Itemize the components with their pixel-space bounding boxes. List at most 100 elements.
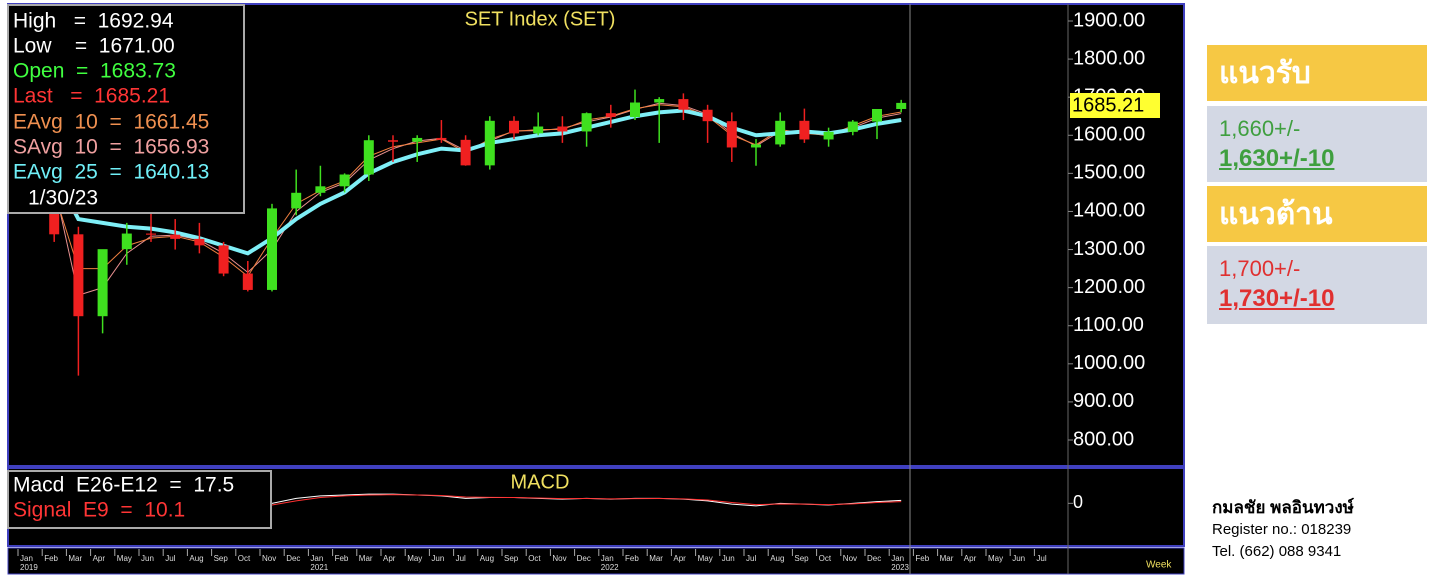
resistance-2: 1,730+/-10 bbox=[1219, 285, 1335, 312]
last-price-label: 1685.21 bbox=[1072, 94, 1144, 116]
candle-body bbox=[242, 273, 253, 290]
y-tick-label: 1600.00 bbox=[1073, 124, 1145, 146]
macd-title: MACD bbox=[511, 471, 570, 493]
x-tick-label: Jul bbox=[165, 554, 175, 563]
x-tick-label: Jul bbox=[746, 554, 756, 563]
x-tick-label: Jul bbox=[1036, 554, 1046, 563]
candle-body bbox=[291, 192, 302, 209]
author: กมลชัย พลอินทวงษ์ bbox=[1212, 498, 1354, 517]
info-eavg25: EAvg 25 = 1640.13 bbox=[13, 161, 209, 184]
last-price-tag bbox=[1070, 93, 1160, 118]
y-tick-label: 1800.00 bbox=[1073, 47, 1145, 69]
x-tick-label: Jan bbox=[310, 554, 323, 563]
candle-body bbox=[533, 126, 544, 134]
info-eavg10: EAvg 10 = 1661.45 bbox=[13, 111, 209, 134]
x-tick-label: Sep bbox=[214, 554, 229, 563]
support-2: 1,630+/-10 bbox=[1219, 145, 1335, 172]
candle-body bbox=[630, 102, 640, 117]
support-title: แนวรับ bbox=[1207, 45, 1427, 101]
register: Register no.: 018239 bbox=[1212, 521, 1352, 538]
macd-info-box bbox=[7, 470, 272, 529]
x-tick-label: Feb bbox=[335, 554, 349, 563]
x-tick-label: May bbox=[117, 554, 132, 563]
candle-body bbox=[775, 120, 786, 145]
candle-body bbox=[194, 238, 205, 246]
author-block: กมลชัย พลอินทวงษ์ Register no.: 018239 T… bbox=[1212, 497, 1354, 563]
candle-body bbox=[73, 234, 84, 317]
x-tick-label: Sep bbox=[504, 554, 519, 563]
candle-body bbox=[799, 120, 810, 140]
tel: Tel. (662) 088 9341 bbox=[1212, 543, 1342, 560]
info-date: 1/30/23 bbox=[28, 187, 98, 210]
y-tick-label: 1300.00 bbox=[1073, 238, 1145, 260]
info-open: Open = 1683.73 bbox=[13, 60, 176, 83]
macd-label: Macd E26-E12 = 17.5 bbox=[13, 474, 234, 497]
x-tick-label: Dec bbox=[286, 554, 300, 563]
y-tick-label: 1500.00 bbox=[1073, 162, 1145, 184]
year-label: 2023 bbox=[891, 563, 909, 572]
candle-body bbox=[823, 131, 834, 140]
x-tick-label: Feb bbox=[625, 554, 639, 563]
x-tick-label: Jun bbox=[1012, 554, 1025, 563]
x-tick-label: May bbox=[407, 554, 422, 563]
candle-body bbox=[121, 233, 132, 250]
x-tick-label: Aug bbox=[770, 554, 784, 563]
signal-label: Signal E9 = 10.1 bbox=[13, 499, 185, 522]
x-tick-label: Mar bbox=[940, 554, 954, 563]
x-tick-label: Mar bbox=[649, 554, 663, 563]
x-tick-label: Mar bbox=[68, 554, 82, 563]
x-tick-label: Apr bbox=[964, 554, 977, 563]
x-tick-label: Nov bbox=[843, 554, 857, 563]
x-tick-label: Jul bbox=[456, 554, 466, 563]
candle-body bbox=[872, 108, 882, 122]
year-label: 2021 bbox=[310, 563, 328, 572]
x-tick-label: Aug bbox=[189, 554, 203, 563]
support-1: 1,660+/- bbox=[1219, 116, 1301, 141]
candle-body bbox=[388, 140, 398, 142]
candle-body bbox=[484, 120, 495, 166]
resistance-1: 1,700+/- bbox=[1219, 256, 1301, 281]
candle-body bbox=[170, 234, 181, 239]
resistance-box: 1,700+/- 1,730+/-10 bbox=[1207, 246, 1427, 324]
y-tick-label: 1400.00 bbox=[1073, 200, 1145, 222]
candle-body bbox=[146, 233, 156, 235]
candle-body bbox=[412, 137, 423, 142]
x-tick-label: Mar bbox=[359, 554, 373, 563]
candle-body bbox=[363, 140, 374, 175]
y-tick-label: 900.00 bbox=[1073, 390, 1134, 412]
x-tick-label: Dec bbox=[577, 554, 591, 563]
candle-body bbox=[557, 126, 568, 132]
candle-body bbox=[436, 137, 447, 140]
info-last: Last = 1685.21 bbox=[13, 85, 170, 108]
x-tick-label: Jun bbox=[141, 554, 154, 563]
x-tick-label: Feb bbox=[915, 554, 929, 563]
candle-body bbox=[509, 120, 519, 134]
y-tick-label: 1100.00 bbox=[1073, 314, 1144, 336]
y-tick-label: 1200.00 bbox=[1073, 276, 1145, 298]
x-tick-label: Apr bbox=[383, 554, 396, 563]
y-tick-label: 800.00 bbox=[1073, 428, 1134, 450]
side-panel: แนวรับ 1,660+/- 1,630+/-10 แนวต้าน 1,700… bbox=[1200, 0, 1442, 578]
x-tick-label: Apr bbox=[673, 554, 686, 563]
chart: SET Index (SET) MACD 800.00 900.00 1000.00… bbox=[7, 3, 1185, 575]
info-high: High = 1692.94 bbox=[13, 10, 174, 33]
candle-body bbox=[847, 121, 858, 132]
resistance-title: แนวต้าน bbox=[1207, 186, 1427, 242]
x-tick-label: Oct bbox=[238, 554, 251, 563]
period-label: Week bbox=[1146, 560, 1172, 571]
x-tick-label: Jan bbox=[20, 554, 33, 563]
x-tick-label: Dec bbox=[867, 554, 881, 563]
chart-title: SET Index (SET) bbox=[465, 8, 616, 30]
info-low: Low = 1671.00 bbox=[13, 35, 175, 58]
candle-body bbox=[678, 99, 689, 110]
y-tick-label: 1900.00 bbox=[1073, 9, 1145, 31]
candle-body bbox=[460, 139, 471, 166]
candle-body bbox=[339, 174, 350, 187]
x-tick-label: Feb bbox=[44, 554, 58, 563]
x-tick-label: Jan bbox=[891, 554, 904, 563]
candle-body bbox=[315, 186, 326, 193]
x-tick-label: Apr bbox=[93, 554, 106, 563]
x-tick-label: Nov bbox=[262, 554, 276, 563]
year-label: 2019 bbox=[20, 563, 38, 572]
